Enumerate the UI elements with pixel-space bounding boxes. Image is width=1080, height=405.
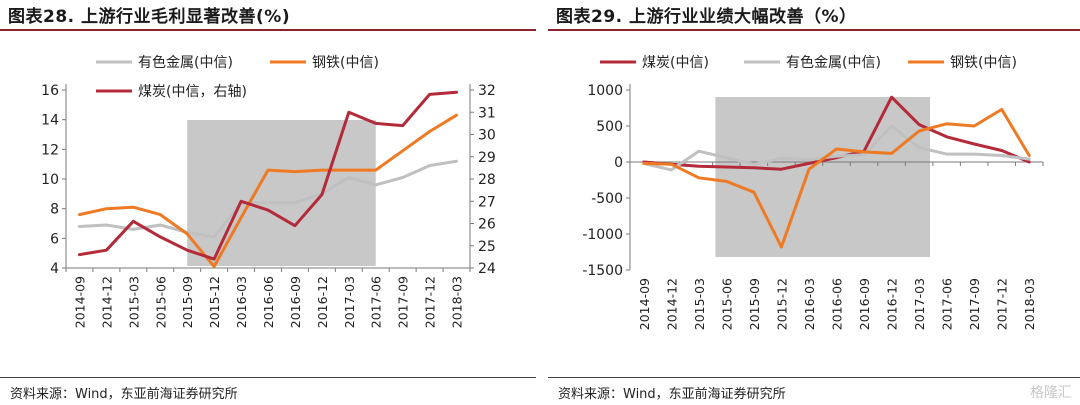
x-tick-label: 2017-03 xyxy=(342,276,357,328)
y-tick-label-left: 8 xyxy=(50,202,59,218)
y-tick-label-right: 29 xyxy=(478,150,496,166)
title-rule xyxy=(0,29,536,31)
series-line xyxy=(642,107,1031,249)
x-tick-label: 2015-09 xyxy=(747,278,762,330)
x-tick-label: 2015-03 xyxy=(126,276,141,328)
x-tick-label: 2017-06 xyxy=(369,276,384,328)
x-tick-label: 2017-09 xyxy=(396,276,411,328)
legend-label: 钢铁(中信) xyxy=(312,55,379,71)
x-tick-label: 2014-12 xyxy=(664,278,679,330)
chart-panel-left: 图表28. 上游行业毛利显著改善(%) 4 6 8 10 12 14 16 24 25 26 27 2… xyxy=(0,0,536,405)
title-rule xyxy=(548,29,1080,31)
y-tick-label-right: 25 xyxy=(478,239,496,255)
y-tick-label-right: 32 xyxy=(478,83,496,99)
x-tick-label: 2016-06 xyxy=(261,276,276,328)
x-tick-label: 2015-03 xyxy=(692,278,707,330)
x-tick-label: 2015-09 xyxy=(180,276,195,328)
legend-label: 煤炭(中信，右轴) xyxy=(138,84,247,100)
source-rule xyxy=(0,377,536,378)
x-tick-label: 2016-09 xyxy=(288,276,303,328)
y-tick-label-left: 500 xyxy=(596,119,623,135)
chart-right-svg: -1500 -1000 -500 0 500 1000 2014-09 2014-12 2015… xyxy=(582,54,1044,330)
source-note: 资料来源：Wind，东亚前海证券研究所 xyxy=(10,387,238,402)
y-tick-label-left: 16 xyxy=(41,83,59,99)
x-tick-label: 2018-03 xyxy=(1022,278,1037,330)
x-tick-label: 2015-12 xyxy=(774,278,789,330)
chart-title: 图表29. 上游行业业绩大幅改善（%） xyxy=(556,7,857,27)
y-tick-label-right: 27 xyxy=(478,194,496,210)
x-tick-label: 2016-12 xyxy=(885,278,900,330)
x-tick-label: 2014-09 xyxy=(72,276,87,328)
x-tick-label: 2017-12 xyxy=(995,278,1010,330)
x-tick-label: 2014-09 xyxy=(637,278,652,330)
x-tick-label: 2017-09 xyxy=(967,278,982,330)
x-tick-label: 2017-03 xyxy=(912,278,927,330)
y-tick-label-left: -1000 xyxy=(582,227,623,243)
legend-label: 有色金属(中信) xyxy=(138,54,233,71)
legend-label: 有色金属(中信) xyxy=(786,54,881,71)
y-tick-label-right: 24 xyxy=(478,261,496,277)
x-tick-label: 2015-12 xyxy=(207,276,222,328)
x-tick-label: 2018-03 xyxy=(450,276,465,328)
y-tick-label-left: 0 xyxy=(614,155,623,171)
y-tick-label-right: 28 xyxy=(478,172,496,188)
legend-label: 煤炭(中信) xyxy=(642,55,709,71)
watermark-logo: 格隆汇 xyxy=(1030,385,1072,401)
y-tick-label-left: -1500 xyxy=(582,263,623,279)
x-tick-label: 2016-09 xyxy=(857,278,872,330)
x-tick-label: 2016-03 xyxy=(234,276,249,328)
x-tick-label: 2016-06 xyxy=(830,278,845,330)
series-line xyxy=(78,90,458,261)
chart-left-svg: 4 6 8 10 12 14 16 24 25 26 27 28 29 30 31 32 2014-09 2014… xyxy=(41,54,496,328)
x-tick-label: 2014-12 xyxy=(99,276,114,328)
source-rule xyxy=(548,377,1080,378)
chart-title: 图表28. 上游行业毛利显著改善(%) xyxy=(8,7,291,27)
x-tick-label: 2015-06 xyxy=(153,276,168,328)
y-tick-label-left: 14 xyxy=(41,113,59,129)
y-tick-label-left: 12 xyxy=(41,142,59,158)
y-tick-label-right: 26 xyxy=(478,217,496,233)
series-line xyxy=(642,124,1031,172)
x-tick-label: 2016-03 xyxy=(802,278,817,330)
y-tick-label-left: 10 xyxy=(41,172,59,188)
y-tick-label-left: 1000 xyxy=(587,83,623,99)
y-tick-label-right: 30 xyxy=(478,128,496,144)
legend-label: 钢铁(中信) xyxy=(950,55,1017,71)
x-tick-label: 2015-06 xyxy=(719,278,734,330)
y-tick-label-left: -500 xyxy=(591,191,623,207)
x-tick-label: 2017-06 xyxy=(940,278,955,330)
source-note: 资料来源：Wind，东亚前海证券研究所 xyxy=(558,387,786,402)
y-tick-label-left: 6 xyxy=(50,231,59,247)
y-tick-label-left: 4 xyxy=(50,261,59,277)
shaded-period xyxy=(187,120,376,266)
series-line xyxy=(78,113,458,268)
x-tick-label: 2016-12 xyxy=(315,276,330,328)
x-tick-label: 2017-12 xyxy=(423,276,438,328)
y-tick-label-right: 31 xyxy=(478,105,496,121)
chart-panel-right: 图表29. 上游行业业绩大幅改善（%） -1500 -1000 -500 0 500 10… xyxy=(548,0,1080,405)
shaded-period xyxy=(715,97,931,257)
